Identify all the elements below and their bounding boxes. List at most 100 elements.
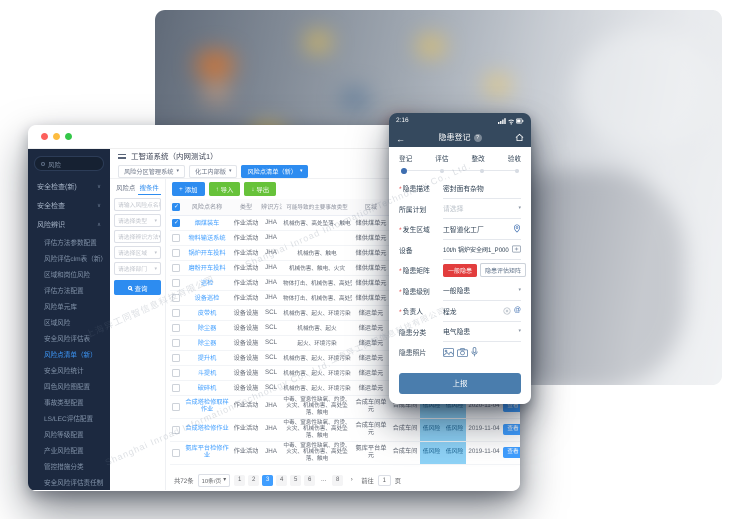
row-checkbox[interactable] bbox=[172, 402, 180, 411]
risk-name-link[interactable]: 破碎机 bbox=[197, 385, 217, 392]
sidebar-item[interactable]: 安全风险评估责任制 bbox=[44, 480, 104, 487]
minimize-window-button[interactable] bbox=[53, 133, 60, 140]
view-button[interactable]: 查看 bbox=[503, 424, 520, 435]
row-checkbox[interactable] bbox=[172, 308, 180, 317]
risk-name-link[interactable]: 设备巡检 bbox=[194, 295, 220, 302]
row-checkbox[interactable] bbox=[172, 248, 180, 257]
sidebar-item[interactable]: 风险单元库 bbox=[44, 304, 77, 311]
field-value[interactable]: 10t/h 锅炉安全阀1_P0001 bbox=[443, 240, 521, 260]
view-tag[interactable]: 风险分区管理系统 bbox=[118, 164, 186, 178]
filter-select[interactable]: 请选择辨识方法 bbox=[114, 230, 161, 243]
row-checkbox[interactable] bbox=[172, 233, 180, 242]
sidebar-search-input[interactable]: 风险 bbox=[34, 156, 104, 171]
next-page-button[interactable]: › bbox=[350, 476, 353, 483]
sidebar-item[interactable]: 四色风险图配置 bbox=[44, 384, 91, 391]
sidebar-item[interactable]: 风险等级配置 bbox=[44, 432, 84, 439]
risk-name-link[interactable]: 除尘器 bbox=[197, 340, 217, 347]
sidebar-group[interactable]: 安全检查 ∨ bbox=[28, 196, 110, 215]
sidebar-item[interactable]: LS/LEC评估配置 bbox=[44, 416, 94, 423]
risk-name-link[interactable]: 磨粉开车投料 bbox=[188, 265, 226, 272]
risk-name-link[interactable]: 皮带机 bbox=[197, 310, 217, 317]
filter-select[interactable]: 请选择区域 bbox=[114, 246, 161, 259]
field-value[interactable]: 电气隐患 bbox=[443, 322, 521, 342]
sidebar-item[interactable]: 区域风险 bbox=[44, 320, 71, 327]
import-button[interactable]: 导入 bbox=[208, 182, 241, 196]
risk-name-link[interactable]: 提升机 bbox=[197, 355, 217, 362]
filter-tab[interactable]: 风险点 bbox=[116, 185, 136, 192]
field-value[interactable]: 一般隐患 bbox=[443, 281, 521, 301]
row-checkbox[interactable] bbox=[172, 293, 180, 302]
row-checkbox[interactable] bbox=[172, 338, 180, 347]
query-button[interactable]: 查询 bbox=[114, 280, 161, 295]
filter-select[interactable]: 请选择部门 bbox=[114, 262, 161, 275]
row-checkbox[interactable] bbox=[172, 323, 180, 332]
risk-name-link[interactable]: 锅炉开车投料 bbox=[188, 250, 226, 257]
risk-name-link[interactable]: 巡检 bbox=[200, 280, 214, 287]
page-number[interactable]: 2 bbox=[248, 474, 260, 486]
risk-name-link[interactable]: 合成塔检修作业 bbox=[185, 425, 229, 433]
sidebar-item[interactable]: 评估方法配置 bbox=[44, 288, 84, 295]
location-pin-icon[interactable] bbox=[513, 224, 521, 233]
field-value[interactable]: 一般隐患 隐患评估矩阵 bbox=[443, 260, 527, 281]
row-checkbox[interactable] bbox=[172, 218, 180, 227]
sidebar-item[interactable]: 风险评估clm表（新） bbox=[44, 256, 108, 263]
device-picker-icon[interactable] bbox=[512, 245, 521, 253]
sidebar-group[interactable]: 风险辨识 ∧ bbox=[28, 215, 110, 234]
page-number[interactable]: 6 bbox=[304, 474, 316, 486]
per-page-select[interactable]: 10条/页 bbox=[197, 473, 231, 487]
risk-name-link[interactable]: 除尘器 bbox=[197, 325, 217, 332]
page-number[interactable]: 8 bbox=[332, 474, 344, 486]
hamburger-menu-icon[interactable] bbox=[118, 154, 126, 159]
sidebar-item[interactable]: 评估方法参数配置 bbox=[44, 240, 97, 247]
page-number[interactable]: 3 bbox=[262, 474, 274, 486]
select-all-checkbox[interactable] bbox=[172, 202, 180, 211]
field-value[interactable]: 请选择 bbox=[443, 199, 521, 219]
export-button[interactable]: 导出 bbox=[244, 182, 277, 196]
sidebar-item[interactable]: 事故类型配置 bbox=[44, 400, 84, 407]
add-button[interactable]: 添加 bbox=[172, 182, 205, 196]
field-value[interactable] bbox=[443, 342, 521, 363]
row-checkbox[interactable] bbox=[172, 278, 180, 287]
jump-page-input[interactable]: 1 bbox=[377, 474, 391, 486]
view-tag[interactable]: 风险点清单（新） bbox=[241, 164, 309, 178]
sidebar-item[interactable]: 安全风险评估表 bbox=[44, 336, 91, 343]
camera-icon[interactable] bbox=[457, 347, 468, 357]
clear-icon[interactable] bbox=[503, 307, 511, 315]
page-number[interactable]: 4 bbox=[276, 474, 288, 486]
field-value[interactable]: 工智道化工厂 bbox=[443, 219, 521, 240]
filter-tab[interactable]: 搜条件 bbox=[137, 182, 161, 195]
maximize-window-button[interactable] bbox=[65, 133, 72, 140]
help-badge-icon[interactable] bbox=[473, 133, 482, 142]
row-checkbox[interactable] bbox=[172, 353, 180, 362]
row-checkbox[interactable] bbox=[172, 448, 180, 457]
filter-text-input[interactable]: 请输入风险点名称 bbox=[114, 198, 161, 211]
view-button[interactable]: 查看 bbox=[503, 401, 520, 412]
row-checkbox[interactable] bbox=[172, 368, 180, 377]
add-image-icon[interactable] bbox=[443, 347, 454, 357]
microphone-icon[interactable] bbox=[471, 347, 478, 357]
close-window-button[interactable] bbox=[41, 133, 48, 140]
view-tag[interactable]: 化工内部版 bbox=[189, 164, 238, 178]
matrix-evaluate-button[interactable]: 隐患评估矩阵 bbox=[480, 263, 527, 278]
page-number[interactable]: 5 bbox=[290, 474, 302, 486]
sidebar-group[interactable]: 安全检查(新) ∨ bbox=[28, 177, 110, 196]
page-number[interactable]: 1 bbox=[234, 474, 246, 486]
row-checkbox[interactable] bbox=[172, 425, 180, 434]
risk-name-link[interactable]: 氨库平台检修作业 bbox=[185, 445, 229, 459]
sidebar-item[interactable]: 风险点清单（新） bbox=[44, 352, 97, 359]
risk-name-link[interactable]: 物料输送系统 bbox=[188, 235, 226, 242]
sidebar-item[interactable]: 产业风险配置 bbox=[44, 448, 84, 455]
row-checkbox[interactable] bbox=[172, 263, 180, 272]
field-value[interactable]: 程龙 @ bbox=[443, 301, 521, 322]
hazard-level-button[interactable]: 一般隐患 bbox=[443, 263, 478, 277]
filter-select[interactable]: 请选择类型 bbox=[114, 214, 161, 227]
risk-name-link[interactable]: 斗提机 bbox=[197, 370, 217, 377]
mention-icon[interactable]: @ bbox=[513, 307, 521, 315]
risk-name-link[interactable]: 合成塔检修取样作业 bbox=[185, 399, 229, 413]
sidebar-item[interactable]: 区域和岗位风险 bbox=[44, 272, 91, 279]
field-value[interactable]: 密封面有杂物 bbox=[443, 178, 521, 199]
sidebar-item[interactable]: 管控措施分类 bbox=[44, 464, 84, 471]
home-icon[interactable] bbox=[515, 133, 524, 142]
view-button[interactable]: 查看 bbox=[503, 447, 520, 458]
row-checkbox[interactable] bbox=[172, 383, 180, 392]
